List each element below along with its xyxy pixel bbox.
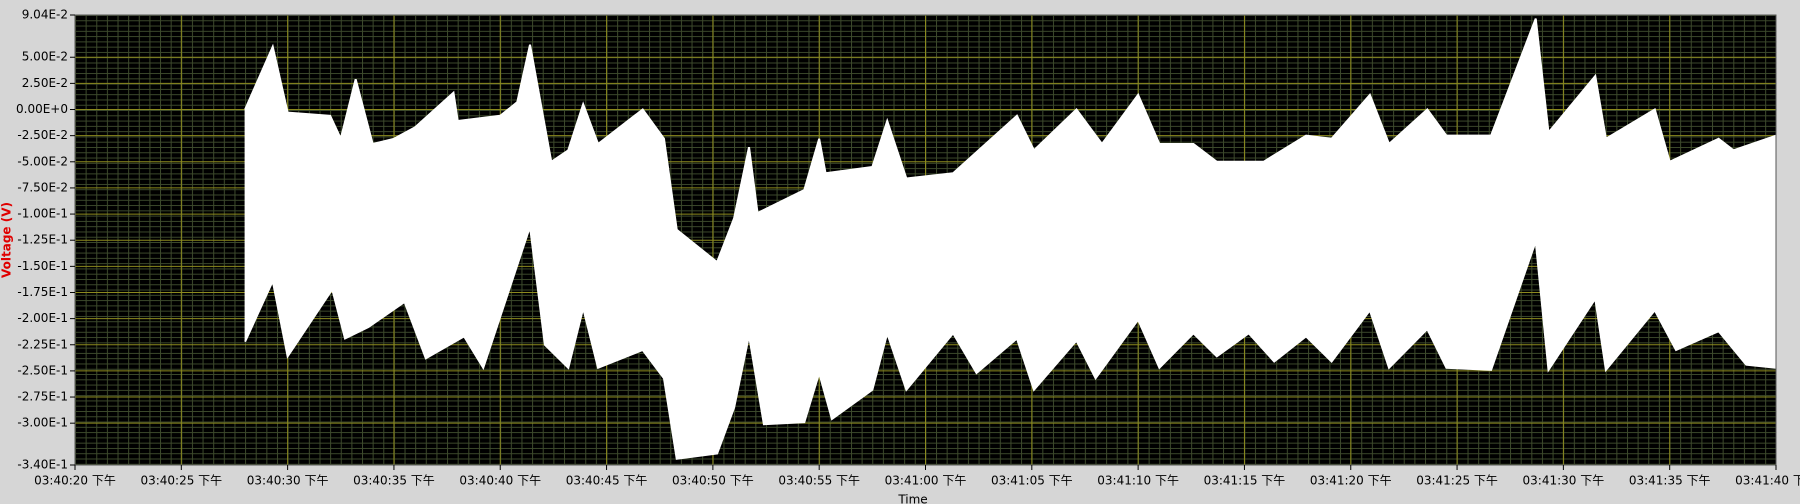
y-tick-label: -1.50E-1 xyxy=(17,259,68,273)
x-tick-label: 03:41:00 下午 xyxy=(885,474,967,488)
y-tick-label: -5.00E-2 xyxy=(17,154,68,168)
y-tick-label: -2.25E-1 xyxy=(17,337,68,351)
x-tick-label: 03:41:25 下午 xyxy=(1416,474,1498,488)
envelope-line xyxy=(244,18,1777,264)
y-tick-label: 2.50E-2 xyxy=(22,76,68,90)
y-tick-label: -3.40E-1 xyxy=(17,458,68,472)
y-tick-label: 5.00E-2 xyxy=(22,50,68,64)
x-tick-label: 03:40:55 下午 xyxy=(778,474,860,488)
axes: 9.04E-2 5.00E-2 2.50E-2 0.00E+0 -2.50E-2 -5.0… xyxy=(16,8,1800,488)
x-tick-label: 03:40:40 下午 xyxy=(459,474,541,488)
x-tick-label: 03:41:30 下午 xyxy=(1523,474,1605,488)
y-tick-label: -1.25E-1 xyxy=(17,233,68,247)
y-tick-label: -1.75E-1 xyxy=(17,285,68,299)
y-tick-label: -3.00E-1 xyxy=(17,416,68,430)
y-tick-label: -2.50E-2 xyxy=(17,128,68,142)
x-tick-label: 03:40:20 下午 xyxy=(34,474,116,488)
x-tick-label: 03:40:50 下午 xyxy=(672,474,754,488)
x-tick-label: 03:41:15 下午 xyxy=(1204,474,1286,488)
y-axis-label: Voltage (V) xyxy=(0,202,14,278)
y-tick-label: 0.00E+0 xyxy=(16,102,68,116)
x-tick-label: 03:40:25 下午 xyxy=(140,474,222,488)
y-tick-label: -2.00E-1 xyxy=(17,311,68,325)
x-tick-label: 03:41:35 下午 xyxy=(1629,474,1711,488)
x-tick-label: 03:40:30 下午 xyxy=(247,474,329,488)
y-tick-label: -2.75E-1 xyxy=(17,390,68,404)
x-tick-label: 03:41:10 下午 xyxy=(1097,474,1179,488)
x-tick-label: 03:40:45 下午 xyxy=(566,474,648,488)
y-tick-label: -2.50E-1 xyxy=(17,363,68,377)
x-tick-label: 03:41:05 下午 xyxy=(991,474,1073,488)
x-tick-label: 03:41:20 下午 xyxy=(1310,474,1392,488)
x-tick-label: 03:40:35 下午 xyxy=(353,474,435,488)
y-tick-label: -1.00E-1 xyxy=(17,207,68,221)
x-axis-label: Time xyxy=(897,493,927,504)
envelope-line xyxy=(244,226,1777,460)
x-tick-label: 03:41:40 下午 xyxy=(1735,474,1800,488)
y-tick-label: -7.50E-2 xyxy=(17,180,68,194)
y-tick-label: 9.04E-2 xyxy=(22,8,68,22)
